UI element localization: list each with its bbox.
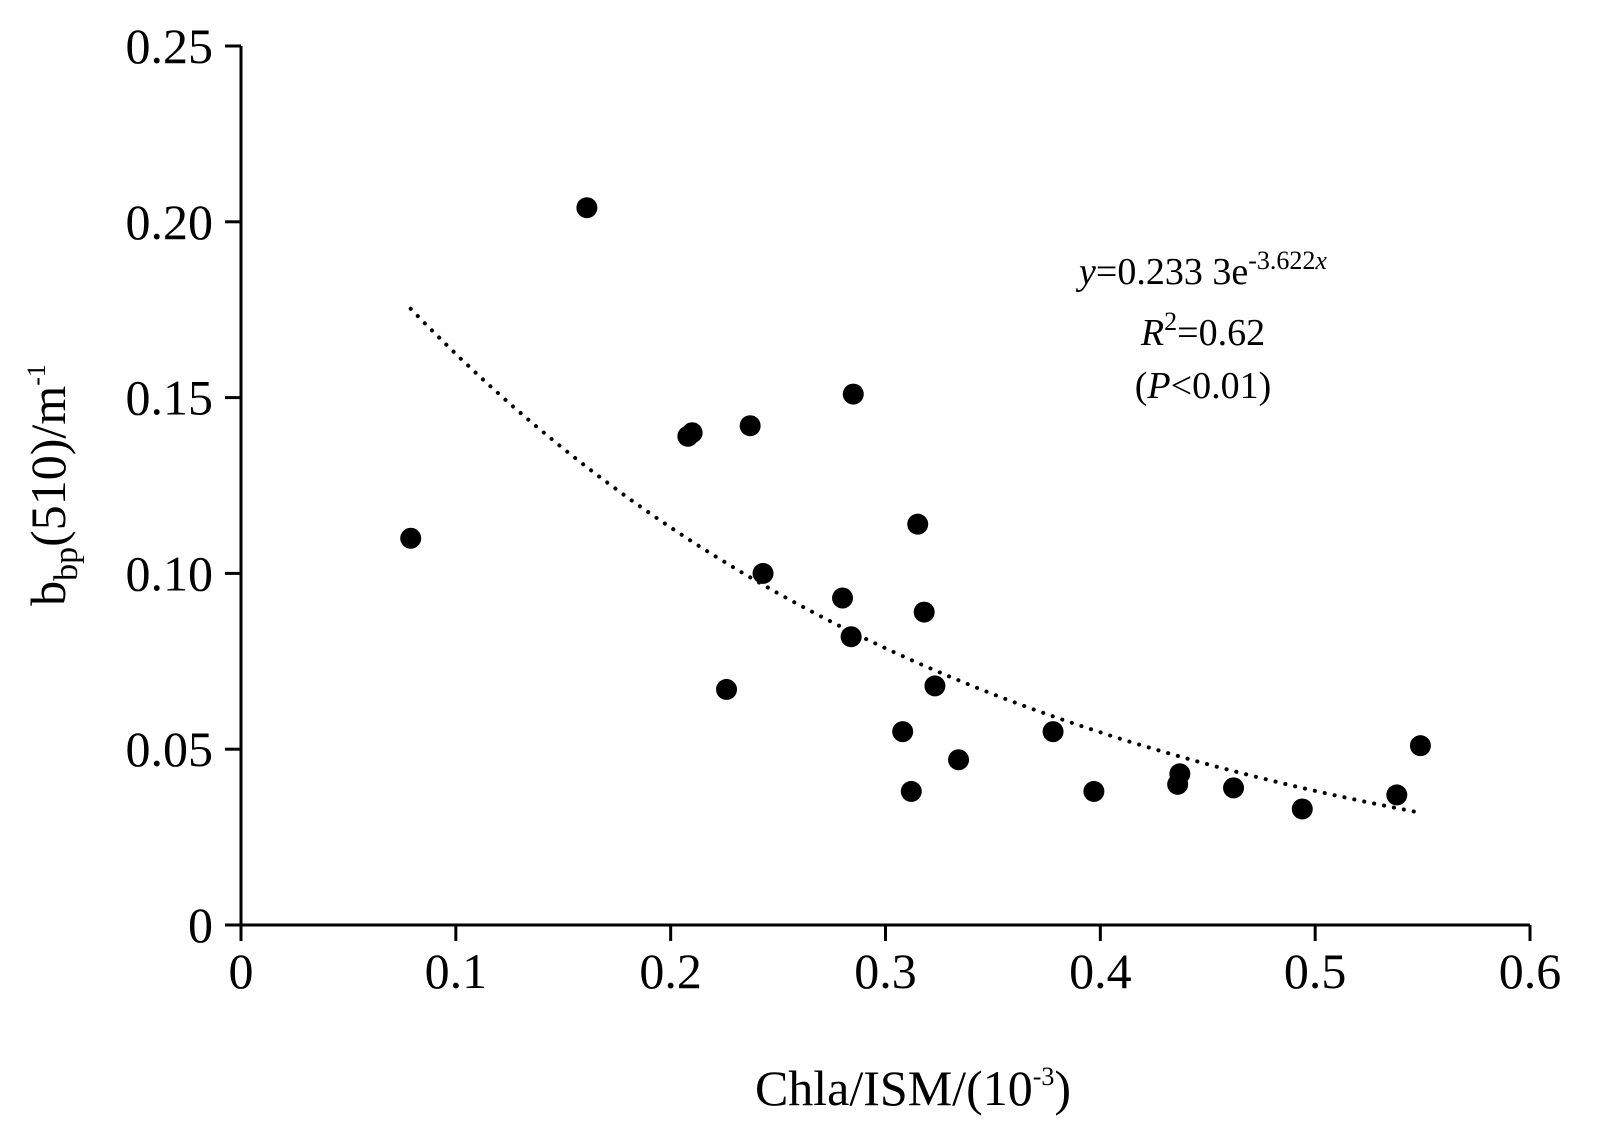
data-point <box>892 721 914 743</box>
y-tick-label: 0.20 <box>126 194 214 250</box>
x-tick-label: 0.6 <box>1499 943 1562 999</box>
data-points <box>400 197 1431 820</box>
y-tick-label: 0.10 <box>126 545 214 601</box>
y-tick-label: 0.05 <box>126 721 214 777</box>
equation-label: y=0.233 3e-3.622x <box>1075 246 1327 293</box>
data-point <box>842 383 864 405</box>
x-axis-label: Chla/ISM/(10-3) <box>755 1060 1071 1116</box>
data-point <box>1083 780 1105 802</box>
data-point <box>907 513 929 535</box>
y-tick-label: 0.15 <box>126 370 214 426</box>
data-point <box>1223 777 1245 799</box>
y-tick-label: 0.25 <box>126 18 214 74</box>
x-tick-label: 0.5 <box>1284 943 1347 999</box>
x-ticks: 0 0.1 0.2 0.3 0.4 0.5 0.6 <box>229 925 1562 999</box>
data-point <box>681 422 703 444</box>
p-value-label: (P<0.01) <box>1135 365 1271 407</box>
data-point <box>752 562 774 584</box>
y-axis-label: bbp(510)/m-1 <box>20 364 85 606</box>
x-tick-label: 0.3 <box>854 943 917 999</box>
data-point <box>913 601 935 623</box>
x-tick-label: 0 <box>229 943 254 999</box>
y-ticks: 0 0.05 0.10 0.15 0.20 0.25 <box>126 18 241 953</box>
data-point <box>948 749 970 771</box>
axes <box>239 46 1530 927</box>
data-point <box>1386 784 1408 806</box>
data-point <box>1042 721 1064 743</box>
data-point <box>1169 763 1191 785</box>
regression-annotation: y=0.233 3e-3.622x R2=0.62 (P<0.01) <box>1075 246 1327 407</box>
r-squared-label: R2=0.62 <box>1140 307 1265 354</box>
data-point <box>739 415 761 437</box>
data-point <box>576 197 598 219</box>
data-point <box>832 587 854 609</box>
data-point <box>840 626 862 648</box>
y-tick-label: 0 <box>188 897 213 953</box>
data-point <box>924 675 946 697</box>
data-point <box>1291 798 1313 820</box>
x-tick-label: 0.2 <box>639 943 702 999</box>
x-tick-label: 0.1 <box>425 943 488 999</box>
data-point <box>1409 735 1431 757</box>
data-point <box>400 527 422 549</box>
data-point <box>900 780 922 802</box>
data-point <box>716 678 738 700</box>
x-tick-label: 0.4 <box>1069 943 1132 999</box>
